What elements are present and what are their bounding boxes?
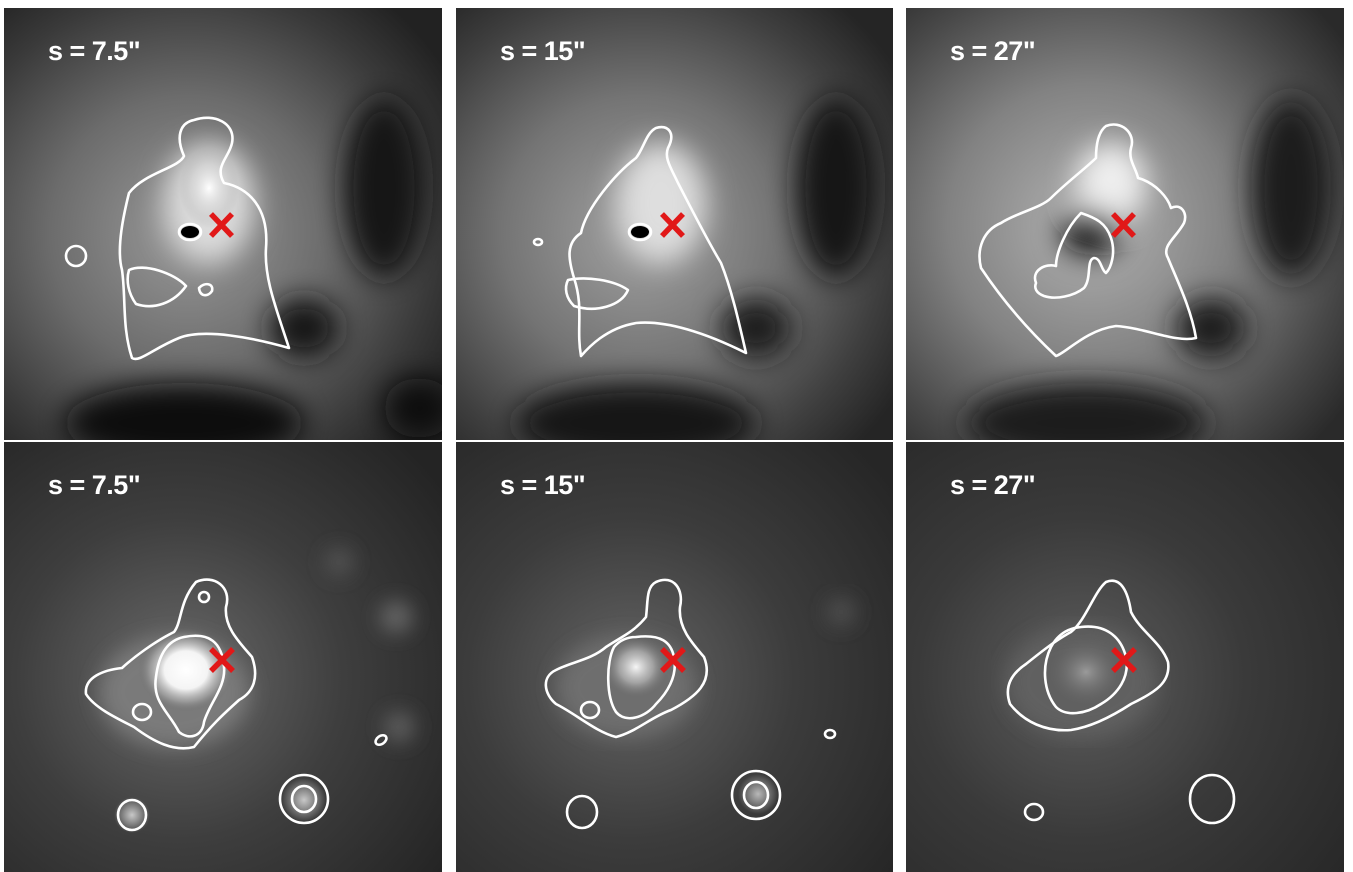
- red-x-cross-icon: [1111, 212, 1136, 238]
- red-x-cross-icon: [660, 647, 686, 673]
- contour-outer: [118, 116, 291, 361]
- panel-bottom-left: s = 7.5": [4, 442, 442, 872]
- map-image: [906, 442, 1344, 872]
- map-image: [4, 442, 442, 872]
- panel-label: s = 15": [500, 36, 586, 66]
- map-image: [906, 8, 1344, 440]
- red-x-cross-icon: [1111, 647, 1137, 673]
- panel-label: s = 15": [500, 470, 586, 500]
- panel-top-middle: s = 15": [456, 8, 893, 440]
- panel-top-right: s = 27": [906, 8, 1344, 440]
- panel-bottom-middle: s = 15": [456, 442, 893, 872]
- panel-label: s = 7.5": [48, 470, 141, 500]
- panel-top-left: s = 7.5": [4, 8, 442, 440]
- panel-bottom-right: s = 27": [906, 442, 1344, 872]
- map-image: [456, 8, 893, 440]
- panel-label: s = 27": [950, 470, 1036, 500]
- red-x-cross-icon: [660, 212, 685, 238]
- panel-label: s = 7.5": [48, 36, 141, 66]
- map-image: [456, 442, 893, 872]
- map-image: [4, 8, 442, 440]
- red-x-cross-icon: [209, 212, 234, 238]
- red-x-cross-icon: [209, 647, 235, 673]
- panel-label: s = 27": [950, 36, 1036, 66]
